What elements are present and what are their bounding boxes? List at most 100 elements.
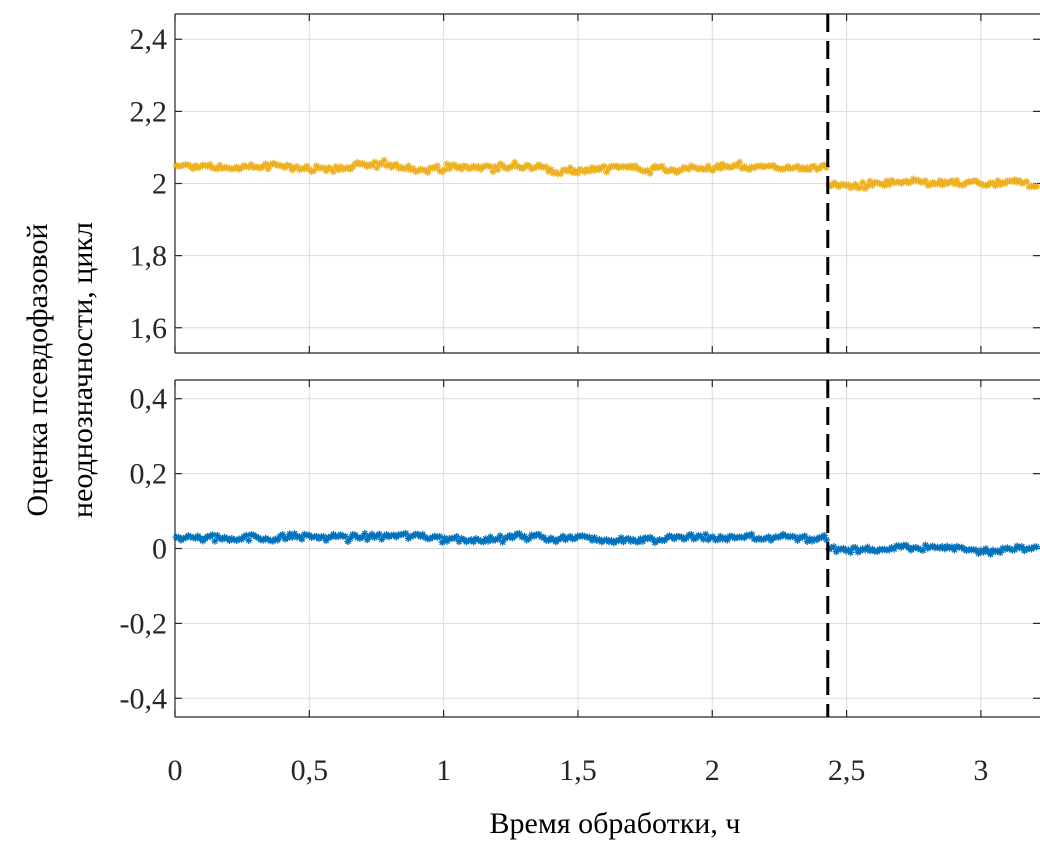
data-point [344,537,352,546]
data-point [320,533,328,541]
data-point [665,532,674,540]
data-point [242,531,250,539]
data-point [945,544,954,552]
data-point [813,165,821,174]
data-point [721,163,729,171]
data-point [496,532,504,540]
data-point [909,175,917,183]
data-point [484,537,492,545]
data-point [402,165,410,173]
data-point [385,533,393,541]
data-point [404,162,412,170]
data-point [491,536,499,544]
data-point [438,538,446,546]
data-point [363,535,371,544]
data-point [842,547,850,555]
data-point [863,543,872,551]
data-point [518,164,526,173]
data-point [900,178,908,186]
data-point [240,533,248,541]
data-point [322,536,330,545]
data-point [486,533,495,541]
data-point [789,532,797,540]
y-tick-label: 2,4 [130,23,168,56]
data-point [494,165,502,174]
data-point [641,534,649,542]
data-point [332,163,340,171]
data-point [395,164,403,172]
data-point [793,162,802,170]
data-point [605,538,613,546]
data-point [586,533,594,541]
data-point [528,531,536,539]
data-point [926,543,934,551]
data-point [498,538,507,546]
data-point [453,532,461,541]
y-tick-label: -0,4 [120,682,168,715]
data-point [685,531,693,539]
data-point [653,536,661,545]
data-point [235,165,243,173]
data-point [257,164,265,172]
data-point [1015,176,1024,185]
data-point [351,160,359,168]
data-point [890,545,898,553]
data-point [472,164,480,172]
data-point [600,162,608,170]
data-point [702,165,710,174]
data-point [680,535,688,543]
data-point [1018,543,1026,551]
data-point [189,165,197,173]
data-point [525,162,533,170]
data-point [172,161,180,170]
data-point [953,176,961,185]
data-point [723,162,732,170]
data-point [859,545,867,553]
data-point [433,162,441,170]
data-point [566,164,574,172]
data-point [748,163,756,171]
data-point [936,544,944,552]
data-point [801,532,809,540]
bottom-panel: -0,4 -0,2 0 0,2 0,4 [120,379,1040,718]
x-tick-label: 1 [436,754,451,787]
data-point [211,537,219,545]
data-point [486,162,495,171]
data-point [375,159,383,167]
y-tick-label: -0,2 [120,607,168,640]
data-point [859,178,867,187]
data-point [723,536,732,544]
data-point [308,167,316,176]
data-point [428,533,437,541]
data-point [924,181,932,190]
data-point [636,166,645,174]
data-point [830,543,838,551]
data-point [508,162,516,170]
data-point [308,533,316,542]
data-point [327,165,335,173]
data-point [943,180,951,188]
data-point [847,184,855,192]
data-point [938,181,946,189]
data-point [697,164,705,172]
data-point [1018,179,1026,188]
data-point [528,165,536,173]
data-point [409,164,417,173]
data-point [914,544,922,552]
data-point [709,533,717,541]
data-point [380,156,388,164]
data-point [1003,544,1012,552]
data-point [436,533,444,541]
data-point [349,163,357,171]
data-point [462,538,470,546]
data-point [523,161,531,169]
y-tick-label: 0,4 [130,383,168,416]
data-point [986,550,995,558]
data-point [735,158,744,166]
data-point [515,163,524,171]
data-point [972,546,980,554]
data-point [617,534,625,542]
data-point [547,165,555,174]
data-point [1015,544,1024,552]
data-point [189,534,197,542]
